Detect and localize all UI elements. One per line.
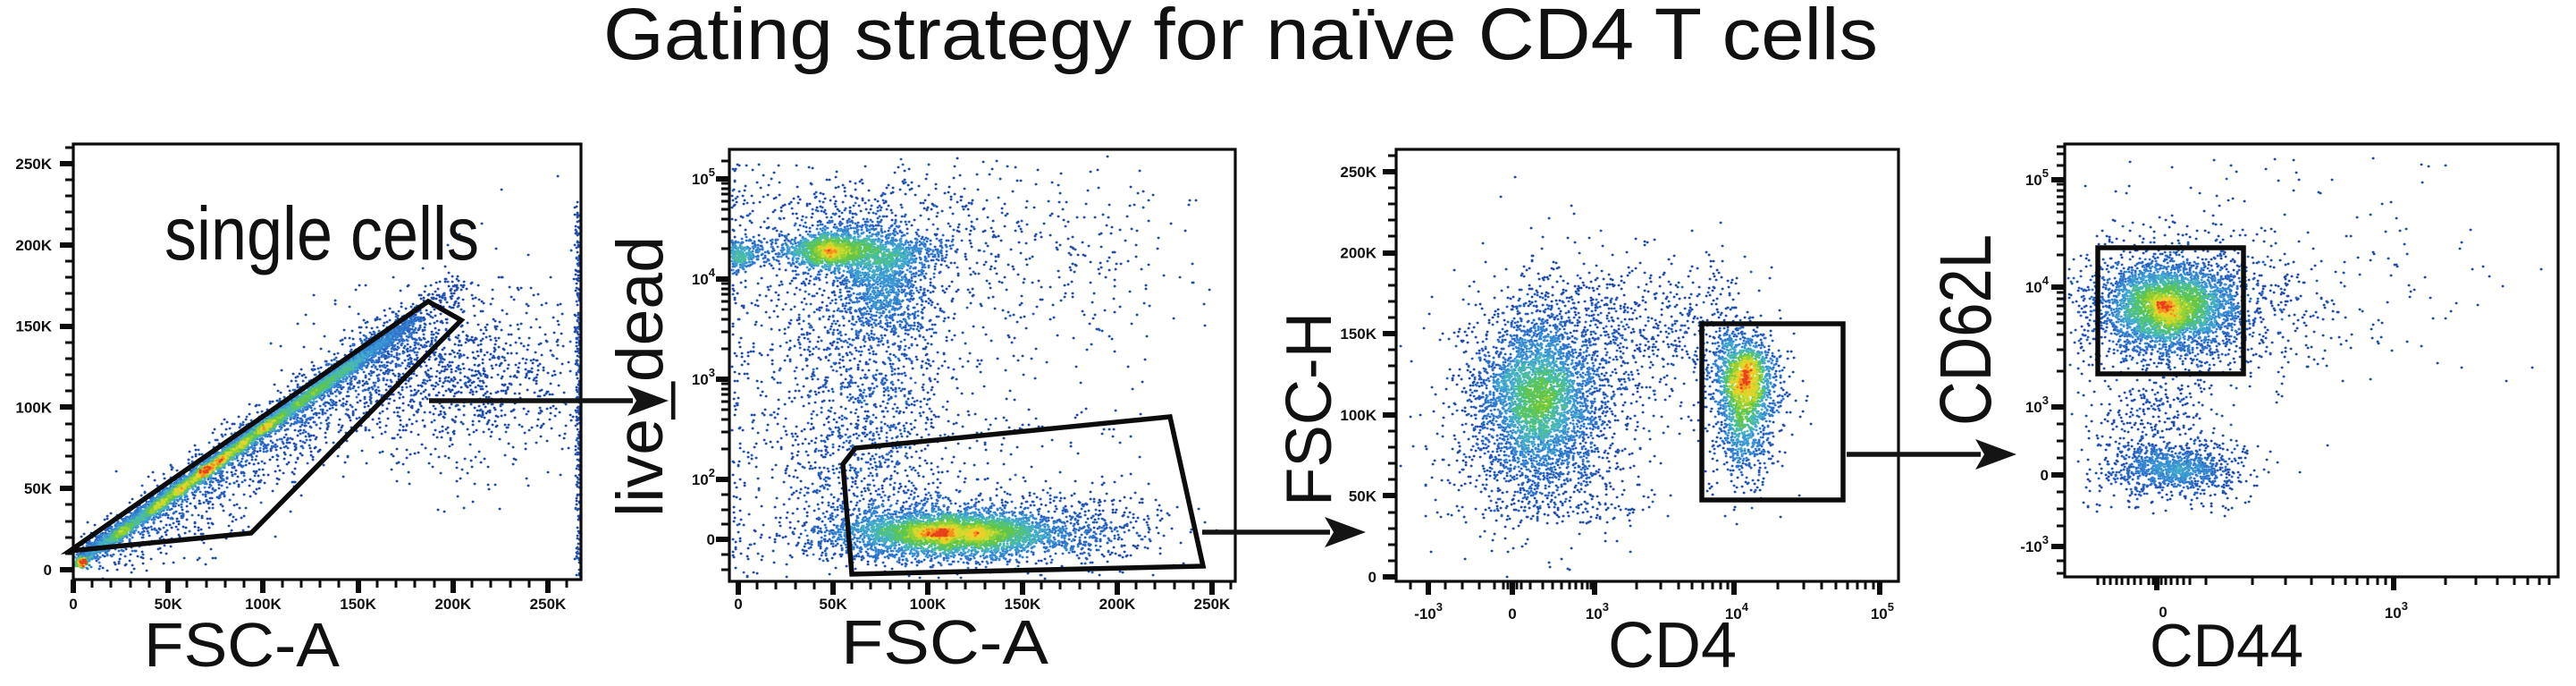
svg-text:0: 0 (734, 596, 742, 613)
svg-text:150K: 150K (340, 596, 376, 613)
svg-text:150K: 150K (1340, 326, 1376, 343)
svg-text:Gating strategy for naïve CD4: Gating strategy for naïve CD4 T cells (603, 0, 1878, 75)
svg-text:50K: 50K (24, 480, 53, 497)
svg-text:0: 0 (2159, 604, 2167, 621)
svg-text:FSC-A: FSC-A (144, 610, 340, 680)
svg-text:0: 0 (2041, 467, 2049, 484)
svg-text:250K: 250K (15, 156, 52, 173)
svg-text:150K: 150K (1005, 596, 1041, 613)
svg-text:50K: 50K (819, 596, 847, 613)
svg-text:single cells: single cells (164, 191, 479, 275)
svg-text:50K: 50K (1349, 487, 1377, 504)
svg-text:0: 0 (44, 562, 52, 579)
svg-text:50K: 50K (155, 596, 183, 613)
svg-text:150K: 150K (15, 318, 52, 335)
svg-text:0: 0 (1368, 569, 1376, 586)
svg-text:200K: 200K (1340, 245, 1376, 262)
svg-text:live_dead: live_dead (604, 236, 677, 517)
svg-text:100K: 100K (15, 399, 52, 416)
svg-text:FSC-H: FSC-H (1274, 312, 1345, 506)
svg-text:0: 0 (69, 596, 77, 613)
svg-text:0: 0 (1508, 606, 1516, 622)
svg-text:200K: 200K (434, 596, 471, 613)
svg-text:250K: 250K (530, 596, 567, 613)
svg-text:CD4: CD4 (1608, 610, 1737, 682)
svg-text:FSC-A: FSC-A (841, 607, 1048, 677)
svg-text:100K: 100K (1340, 407, 1376, 424)
svg-text:CD62L: CD62L (1925, 234, 2007, 426)
svg-text:0: 0 (707, 531, 715, 548)
svg-text:200K: 200K (1099, 596, 1136, 613)
svg-text:250K: 250K (1194, 596, 1231, 613)
svg-text:CD44: CD44 (2150, 612, 2303, 680)
svg-text:100K: 100K (910, 596, 947, 613)
svg-text:100K: 100K (245, 596, 282, 613)
svg-text:250K: 250K (1340, 164, 1376, 181)
svg-text:200K: 200K (15, 237, 52, 254)
